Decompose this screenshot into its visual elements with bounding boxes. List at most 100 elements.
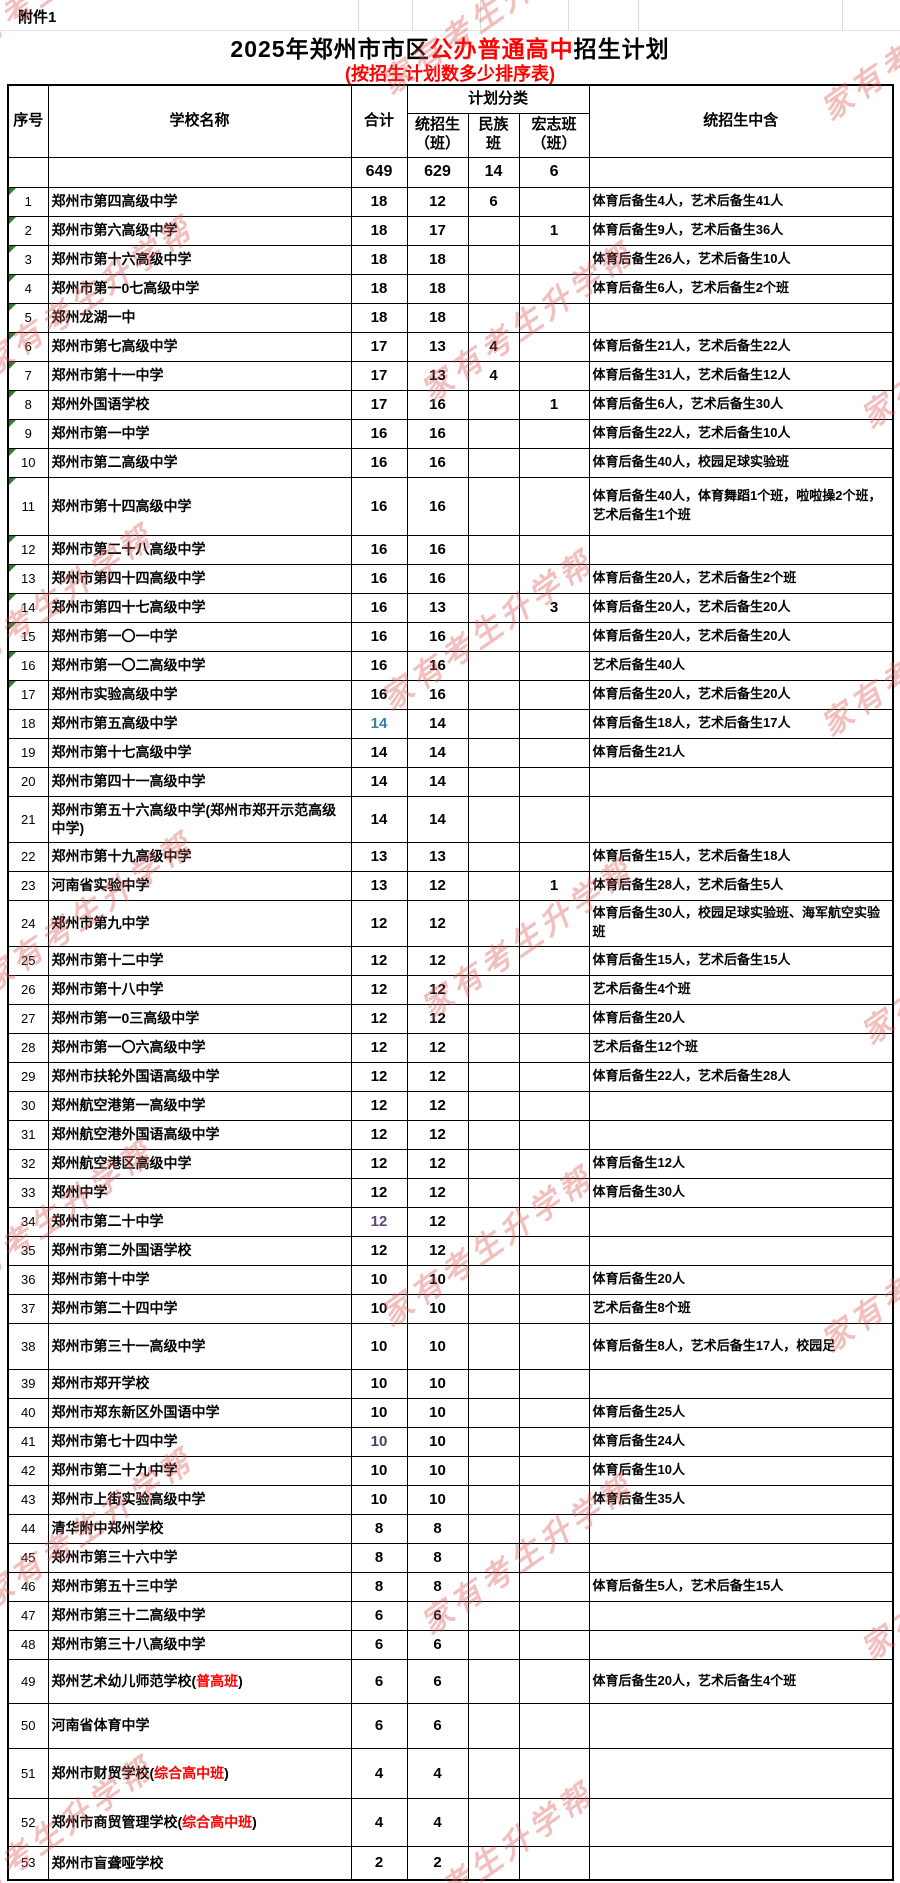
total-cell: 12 bbox=[350, 1148, 408, 1179]
tongzhao-cell: 12 bbox=[406, 1032, 469, 1063]
hongzhi-cell bbox=[518, 534, 590, 565]
row-index-cell: 10 bbox=[7, 447, 49, 478]
tongzhao-cell: 4 bbox=[406, 1747, 469, 1799]
hongzhi-cell bbox=[518, 1629, 590, 1660]
gridline bbox=[0, 30, 900, 31]
minzu-cell bbox=[467, 1426, 520, 1457]
school-name-cell: 郑州市第四十七高级中学 bbox=[47, 592, 352, 623]
school-name-cell: 郑州市第一〇一中学 bbox=[47, 621, 352, 652]
minzu-cell bbox=[467, 1484, 520, 1515]
total-cell: 10 bbox=[350, 1397, 408, 1428]
page-subtitle: (按招生计划数多少排序表) bbox=[345, 64, 555, 84]
row-index-cell: 51 bbox=[7, 1747, 49, 1799]
minzu-cell bbox=[467, 1397, 520, 1428]
remark-cell: 体育后备生18人，艺术后备生17人 bbox=[588, 708, 894, 739]
cell-corner-flag-icon bbox=[9, 536, 16, 543]
row-index-cell: 29 bbox=[7, 1061, 49, 1092]
hongzhi-cell bbox=[518, 1658, 590, 1704]
table-row: 17 郑州市实验高级中学 16 16 体育后备生20人，艺术后备生20人 bbox=[7, 679, 894, 710]
school-name-cell: 河南省体育中学 bbox=[47, 1702, 352, 1749]
row-index-cell: 20 bbox=[7, 766, 49, 797]
row-index-cell: 44 bbox=[7, 1513, 49, 1544]
total-cell: 8 bbox=[350, 1542, 408, 1573]
remark-cell: 体育后备生20人，艺术后备生20人 bbox=[588, 592, 894, 623]
row-index-cell: 13 bbox=[7, 563, 49, 594]
minzu-cell bbox=[467, 621, 520, 652]
remark-cell: 体育后备生22人，艺术后备生10人 bbox=[588, 418, 894, 449]
tongzhao-cell: 16 bbox=[406, 563, 469, 594]
table-row: 24 郑州市第九中学 12 12 体育后备生30人，校园足球实验班、海军航空实验班 bbox=[7, 899, 894, 947]
minzu-cell bbox=[467, 476, 520, 536]
table-row: 6 郑州市第七高级中学 17 13 4 体育后备生21人，艺术后备生22人 bbox=[7, 331, 894, 362]
tongzhao-cell: 10 bbox=[406, 1426, 469, 1457]
total-cell: 8 bbox=[350, 1513, 408, 1544]
cell-corner-flag-icon bbox=[9, 362, 16, 369]
hongzhi-cell bbox=[518, 186, 590, 217]
tongzhao-cell: 14 bbox=[406, 708, 469, 739]
tongzhao-cell: 10 bbox=[406, 1368, 469, 1399]
table-row: 36 郑州市第十中学 10 10 体育后备生20人 bbox=[7, 1264, 894, 1295]
table-row: 43 郑州市上街实验高级中学 10 10 体育后备生35人 bbox=[7, 1484, 894, 1515]
school-name-cell: 郑州航空港外国语高级中学 bbox=[47, 1119, 352, 1150]
totals-tongzhao-cell: 629 bbox=[406, 156, 469, 188]
hongzhi-cell bbox=[518, 1368, 590, 1399]
totals-total-cell: 649 bbox=[350, 156, 408, 188]
total-cell: 12 bbox=[350, 1235, 408, 1266]
tongzhao-cell: 10 bbox=[406, 1293, 469, 1324]
total-cell: 18 bbox=[350, 244, 408, 275]
tongzhao-cell: 10 bbox=[406, 1322, 469, 1370]
table-row: 32 郑州航空港区高级中学 12 12 体育后备生12人 bbox=[7, 1148, 894, 1179]
hongzhi-cell bbox=[518, 302, 590, 333]
row-index-cell: 18 bbox=[7, 708, 49, 739]
minzu-cell bbox=[467, 841, 520, 872]
table-header: 序号 学校名称 合计 计划分类 统招生中含 统招生 （班） 民族 班 宏志班 （… bbox=[7, 84, 894, 188]
tongzhao-cell: 12 bbox=[406, 1206, 469, 1237]
tongzhao-cell: 14 bbox=[406, 795, 469, 843]
row-index-cell: 22 bbox=[7, 841, 49, 872]
cell-corner-flag-icon bbox=[9, 565, 16, 572]
minzu-cell bbox=[467, 563, 520, 594]
tongzhao-cell: 10 bbox=[406, 1397, 469, 1428]
tongzhao-cell: 12 bbox=[406, 1119, 469, 1150]
cell-corner-flag-icon bbox=[9, 391, 16, 398]
remark-cell bbox=[588, 1600, 894, 1631]
table-row: 49 郑州艺术幼儿师范学校(普高班) 6 6 体育后备生20人，艺术后备生4个班 bbox=[7, 1658, 894, 1704]
total-cell: 14 bbox=[350, 795, 408, 843]
hongzhi-cell bbox=[518, 1571, 590, 1602]
total-cell: 13 bbox=[350, 870, 408, 901]
school-name-cell: 郑州市第四高级中学 bbox=[47, 186, 352, 217]
row-index-cell: 9 bbox=[7, 418, 49, 449]
table-row: 16 郑州市第一〇二高级中学 16 16 艺术后备生40人 bbox=[7, 650, 894, 681]
tongzhao-cell: 6 bbox=[406, 1629, 469, 1660]
hongzhi-cell bbox=[518, 737, 590, 768]
cell-corner-flag-icon bbox=[9, 420, 16, 427]
remark-cell: 体育后备生6人，艺术后备生2个班 bbox=[588, 273, 894, 304]
table-body: 1 郑州市第四高级中学 18 12 6 体育后备生4人，艺术后备生41人 2 郑州市第六高级中… bbox=[7, 186, 894, 1881]
total-cell: 16 bbox=[350, 534, 408, 565]
cell-corner-flag-icon bbox=[9, 188, 16, 195]
gridline bbox=[638, 0, 639, 30]
remark-cell: 体育后备生30人 bbox=[588, 1177, 894, 1208]
total-cell: 18 bbox=[350, 215, 408, 246]
school-name-cell: 郑州市第七十四中学 bbox=[47, 1426, 352, 1457]
table-row: 52 郑州市商贸管理学校(综合高中班) 4 4 bbox=[7, 1797, 894, 1847]
minzu-cell bbox=[467, 1090, 520, 1121]
page-title: 2025年郑州市市区公办普通高中招生计划 bbox=[0, 30, 900, 64]
school-name-cell: 郑州艺术幼儿师范学校(普高班) bbox=[47, 1658, 352, 1704]
total-cell: 10 bbox=[350, 1264, 408, 1295]
tongzhao-cell: 16 bbox=[406, 679, 469, 710]
minzu-cell bbox=[467, 1845, 520, 1881]
school-name-cell: 郑州市郑东新区外国语中学 bbox=[47, 1397, 352, 1428]
hongzhi-cell bbox=[518, 1513, 590, 1544]
school-name-cell: 郑州市第四十一高级中学 bbox=[47, 766, 352, 797]
header-plan-group: 计划分类 bbox=[406, 84, 590, 114]
school-name-red-segment: 综合高中班 bbox=[182, 1813, 253, 1830]
remark-cell: 体育后备生5人，艺术后备生15人 bbox=[588, 1571, 894, 1602]
school-name-cell: 郑州市第一0三高级中学 bbox=[47, 1003, 352, 1034]
table-row: 5 郑州龙湖一中 18 18 bbox=[7, 302, 894, 333]
tongzhao-cell: 6 bbox=[406, 1658, 469, 1704]
table-row: 3 郑州市第十六高级中学 18 18 体育后备生26人，艺术后备生10人 bbox=[7, 244, 894, 275]
tongzhao-cell: 13 bbox=[406, 592, 469, 623]
minzu-cell bbox=[467, 1061, 520, 1092]
hongzhi-cell bbox=[518, 1032, 590, 1063]
